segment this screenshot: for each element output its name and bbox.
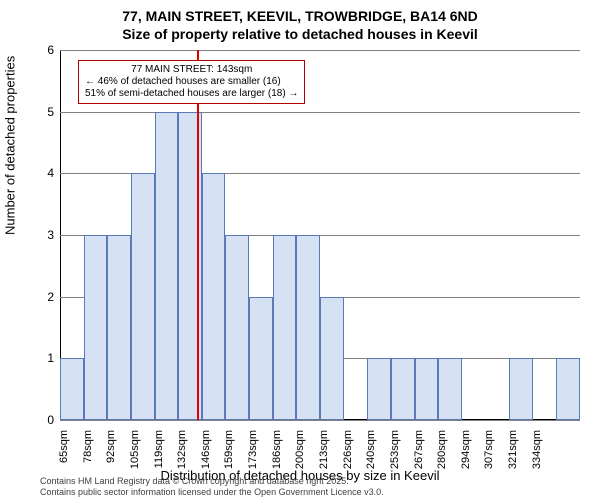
histogram-bar xyxy=(438,358,462,420)
gridline xyxy=(60,112,580,113)
histogram-bar xyxy=(367,358,391,420)
x-tick-label: 78sqm xyxy=(82,430,94,463)
chart-container: 77, MAIN STREET, KEEVIL, TROWBRIDGE, BA1… xyxy=(0,0,600,500)
histogram-bar xyxy=(320,297,344,420)
histogram-bar xyxy=(296,235,320,420)
annotation-line: 51% of semi-detached houses are larger (… xyxy=(85,88,298,100)
histogram-bar xyxy=(155,112,179,420)
y-tick-label: 5 xyxy=(47,105,54,119)
histogram-bar xyxy=(509,358,533,420)
x-tick-label: 65sqm xyxy=(58,430,70,463)
x-tick-label: 280sqm xyxy=(436,430,448,469)
x-tick-label: 159sqm xyxy=(223,430,235,469)
histogram-bar xyxy=(107,235,131,420)
x-tick-label: 240sqm xyxy=(365,430,377,469)
x-tick-label: 253sqm xyxy=(389,430,401,469)
histogram-bar xyxy=(415,358,439,420)
y-tick-label: 6 xyxy=(47,43,54,57)
x-tick-label: 307sqm xyxy=(483,430,495,469)
annotation-line: 77 MAIN STREET: 143sqm xyxy=(85,64,298,76)
x-tick-label: 226sqm xyxy=(342,430,354,469)
x-tick-label: 334sqm xyxy=(531,430,543,469)
x-tick-label: 200sqm xyxy=(294,430,306,469)
y-axis-label: Number of detached properties xyxy=(3,56,18,235)
x-tick-label: 105sqm xyxy=(129,430,141,469)
x-tick-label: 119sqm xyxy=(153,430,165,468)
x-tick-label: 321sqm xyxy=(507,430,519,469)
footer-attribution: Contains HM Land Registry data © Crown c… xyxy=(40,476,384,498)
x-tick-label: 173sqm xyxy=(247,430,259,469)
histogram-bar xyxy=(273,235,297,420)
histogram-bar xyxy=(84,235,108,420)
y-tick-label: 1 xyxy=(47,351,54,365)
x-tick-label: 146sqm xyxy=(200,430,212,469)
x-tick-label: 294sqm xyxy=(460,430,472,469)
footer-line2: Contains public sector information licen… xyxy=(40,487,384,498)
gridline xyxy=(60,50,580,51)
histogram-bar xyxy=(556,358,580,420)
y-tick-label: 3 xyxy=(47,228,54,242)
gridline xyxy=(60,420,580,421)
histogram-bar xyxy=(131,173,155,420)
annotation-line: ← 46% of detached houses are smaller (16… xyxy=(85,76,298,88)
chart-title-line1: 77, MAIN STREET, KEEVIL, TROWBRIDGE, BA1… xyxy=(0,8,600,24)
annotation-box: 77 MAIN STREET: 143sqm← 46% of detached … xyxy=(78,60,305,104)
plot-area: 012345665sqm78sqm92sqm105sqm119sqm132sqm… xyxy=(60,50,580,420)
x-tick-label: 132sqm xyxy=(176,430,188,469)
y-tick-label: 2 xyxy=(47,290,54,304)
histogram-bar xyxy=(391,358,415,420)
histogram-bar xyxy=(249,297,273,420)
y-tick-label: 0 xyxy=(47,413,54,427)
x-tick-label: 186sqm xyxy=(271,430,283,469)
footer-line1: Contains HM Land Registry data © Crown c… xyxy=(40,476,384,487)
x-tick-label: 213sqm xyxy=(318,430,330,469)
y-tick-label: 4 xyxy=(47,166,54,180)
histogram-bar xyxy=(225,235,249,420)
histogram-bar xyxy=(60,358,84,420)
histogram-bar xyxy=(202,173,226,420)
reference-line xyxy=(197,50,199,420)
chart-title-line2: Size of property relative to detached ho… xyxy=(0,26,600,42)
x-tick-label: 267sqm xyxy=(413,430,425,469)
x-tick-label: 92sqm xyxy=(105,430,117,463)
